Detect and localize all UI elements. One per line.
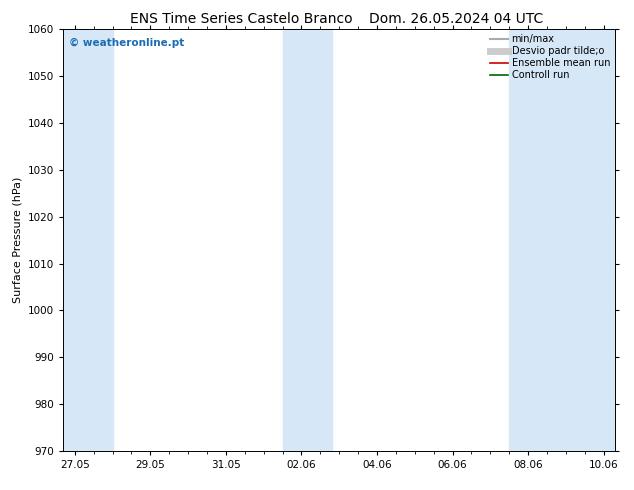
Bar (63, 29, 112, 451)
Text: © weatheronline.pt: © weatheronline.pt (69, 38, 184, 48)
Y-axis label: Surface Pressure (hPa): Surface Pressure (hPa) (13, 177, 23, 303)
Bar (509, 29, 615, 451)
Text: ENS Time Series Castelo Branco: ENS Time Series Castelo Branco (129, 12, 353, 26)
Text: Dom. 26.05.2024 04 UTC: Dom. 26.05.2024 04 UTC (370, 12, 543, 26)
Legend: min/max, Desvio padr tilde;o, Ensemble mean run, Controll run: min/max, Desvio padr tilde;o, Ensemble m… (488, 32, 612, 82)
Bar (283, 29, 332, 451)
